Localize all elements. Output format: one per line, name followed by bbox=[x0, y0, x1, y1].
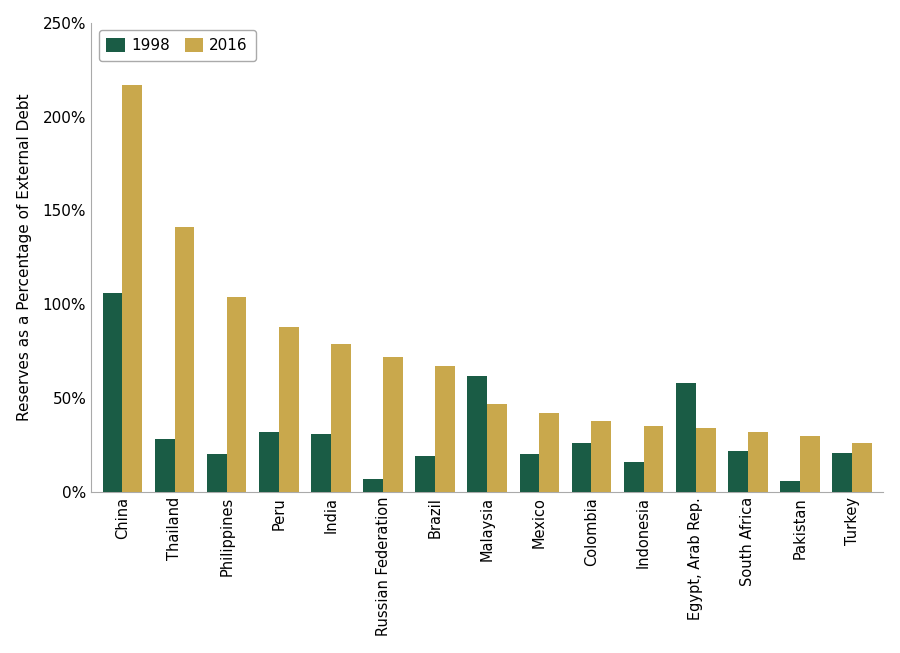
Bar bbox=[207, 454, 227, 492]
Bar bbox=[624, 462, 644, 492]
Bar bbox=[122, 85, 142, 492]
Bar bbox=[331, 343, 351, 492]
Bar bbox=[728, 451, 748, 492]
Bar bbox=[415, 456, 435, 492]
Bar bbox=[259, 432, 279, 492]
Y-axis label: Reserves as a Percentage of External Debt: Reserves as a Percentage of External Deb… bbox=[17, 93, 32, 421]
Bar bbox=[155, 439, 175, 492]
Bar bbox=[800, 436, 820, 492]
Bar bbox=[832, 453, 852, 492]
Bar bbox=[487, 404, 507, 492]
Bar bbox=[435, 366, 454, 492]
Bar bbox=[383, 357, 403, 492]
Bar bbox=[467, 375, 487, 492]
Bar bbox=[852, 443, 872, 492]
Legend: 1998, 2016: 1998, 2016 bbox=[99, 30, 256, 61]
Bar bbox=[572, 443, 591, 492]
Bar bbox=[539, 413, 559, 492]
Bar bbox=[519, 454, 539, 492]
Bar bbox=[591, 421, 611, 492]
Bar bbox=[696, 428, 716, 492]
Bar bbox=[644, 426, 663, 492]
Bar bbox=[748, 432, 768, 492]
Bar bbox=[279, 326, 299, 492]
Bar bbox=[676, 383, 696, 492]
Bar bbox=[364, 479, 383, 492]
Bar bbox=[311, 434, 331, 492]
Bar bbox=[780, 481, 800, 492]
Bar bbox=[103, 293, 122, 492]
Bar bbox=[175, 227, 194, 492]
Bar bbox=[227, 296, 247, 492]
